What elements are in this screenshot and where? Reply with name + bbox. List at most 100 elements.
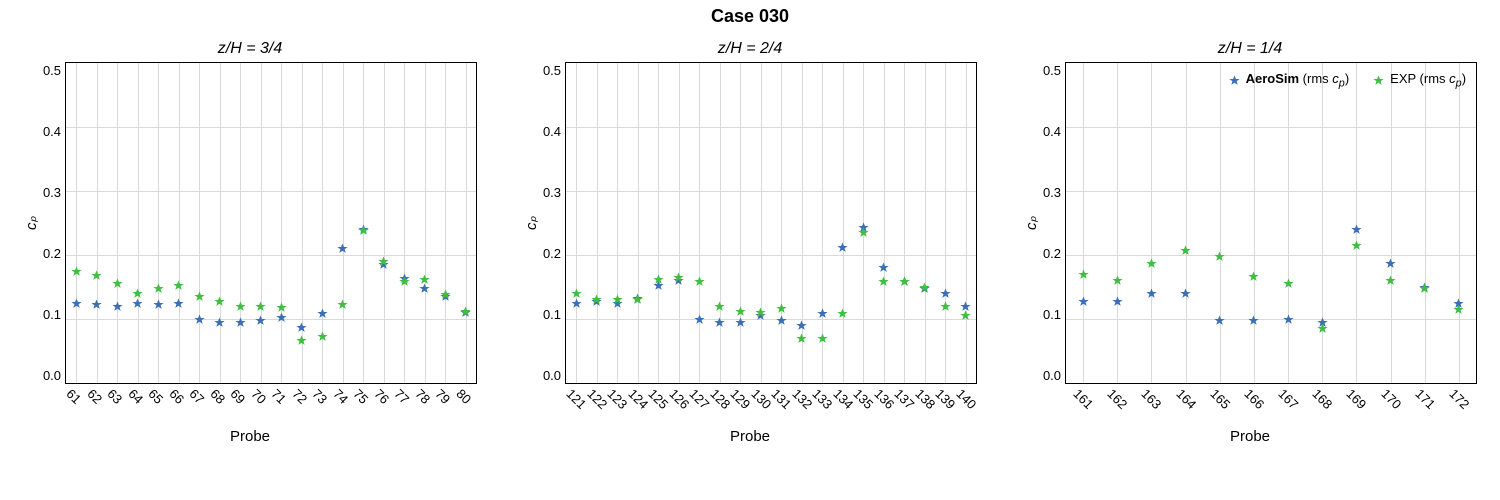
x-tick-label: 172 [1446,386,1472,412]
marker-exp [1078,269,1089,280]
marker-exp [735,306,746,317]
x-tick-label: 67 [187,386,208,407]
gridline-vertical [261,63,262,383]
marker-exp [91,270,102,281]
x-tick-label: 167 [1275,386,1301,412]
y-tick-label: 0.1 [543,307,561,322]
x-tick-label: 135 [851,386,877,412]
marker-exp [1214,251,1225,262]
x-tick-label: 139 [933,386,959,412]
gridline-vertical [1288,63,1289,383]
marker-exp [276,302,287,313]
marker-exp [837,308,848,319]
figure-suptitle: Case 030 [0,6,1500,27]
gridline-vertical [199,63,200,383]
x-tick-label: 125 [646,386,672,412]
marker-sim [796,320,807,331]
y-tick-label: 0.2 [543,246,561,261]
y-tick-label: 0.4 [543,124,561,139]
x-tick-label: 169 [1344,386,1370,412]
marker-sim [940,288,951,299]
x-tick-label: 129 [728,386,754,412]
x-tick-label: 63 [105,386,126,407]
panel: z/H = 1/4cₚ0.50.40.30.20.10.0AeroSim (rm… [1010,40,1490,470]
x-tick-label: 77 [392,386,413,407]
x-tick-label: 166 [1241,386,1267,412]
gridline-vertical [466,63,467,383]
marker-sim [1146,288,1157,299]
marker-exp [755,307,766,318]
marker-exp [399,276,410,287]
gridline-vertical [97,63,98,383]
gridline-horizontal [566,255,976,256]
legend-item-sim: AeroSim (rms cp) [1229,71,1350,90]
gridline-horizontal [566,191,976,192]
gridline-vertical [925,63,926,383]
y-tick-label: 0.4 [43,124,61,139]
marker-sim [1112,296,1123,307]
marker-exp [132,288,143,299]
x-tick-label: 131 [769,386,795,412]
marker-exp [153,283,164,294]
marker-exp [1248,271,1259,282]
marker-exp [796,333,807,344]
marker-sim [571,298,582,309]
gridline-vertical [1186,63,1187,383]
marker-sim [235,317,246,328]
x-tick-label: 65 [146,386,167,407]
y-tick-label: 0.3 [543,185,561,200]
gridline-vertical [1254,63,1255,383]
gridline-horizontal [1066,255,1476,256]
gridline-vertical [740,63,741,383]
y-ticks: 0.50.40.30.20.10.0 [543,63,565,383]
gridline-horizontal [66,255,476,256]
marker-exp [817,333,828,344]
x-tick-label: 72 [289,386,310,407]
marker-sim [173,298,184,309]
x-tick-label: 161 [1070,386,1096,412]
y-tick-label: 0.2 [1043,246,1061,261]
x-tick-label: 66 [166,386,187,407]
x-tick-label: 170 [1378,386,1404,412]
gridline-vertical [638,63,639,383]
y-axis-label: cₚ [523,216,541,230]
marker-sim [317,308,328,319]
gridline-vertical [945,63,946,383]
gridline-vertical [76,63,77,383]
x-tick-label: 163 [1139,386,1165,412]
gridline-horizontal [1066,127,1476,128]
marker-sim [735,317,746,328]
marker-exp [632,294,643,305]
gridline-vertical [240,63,241,383]
gridline-vertical [843,63,844,383]
y-tick-label: 0.0 [43,368,61,383]
y-axis-label: cₚ [1023,216,1041,230]
x-tick-label: 121 [564,386,590,412]
marker-sim [837,242,848,253]
marker-exp [960,310,971,321]
marker-exp [878,276,889,287]
marker-sim [194,314,205,325]
marker-sim [714,317,725,328]
gridline-vertical [1425,63,1426,383]
gridline-vertical [281,63,282,383]
gridline-vertical [761,63,762,383]
x-tick-label: 71 [269,386,290,407]
x-tick-label: 75 [351,386,372,407]
y-tick-label: 0.5 [43,63,61,78]
x-tick-label: 123 [605,386,631,412]
marker-sim [153,299,164,310]
gridline-vertical [158,63,159,383]
marker-exp [714,301,725,312]
y-tick-label: 0.5 [1043,63,1061,78]
marker-exp [1283,278,1294,289]
x-ticks: 161162163164165166167168169170171172 [1068,384,1478,424]
y-tick-label: 0.2 [43,246,61,261]
x-tick-label: 68 [207,386,228,407]
gridline-vertical [1459,63,1460,383]
x-tick-label: 74 [330,386,351,407]
marker-exp [1180,245,1191,256]
x-tick-label: 73 [310,386,331,407]
marker-exp [173,280,184,291]
marker-sim [132,298,143,309]
